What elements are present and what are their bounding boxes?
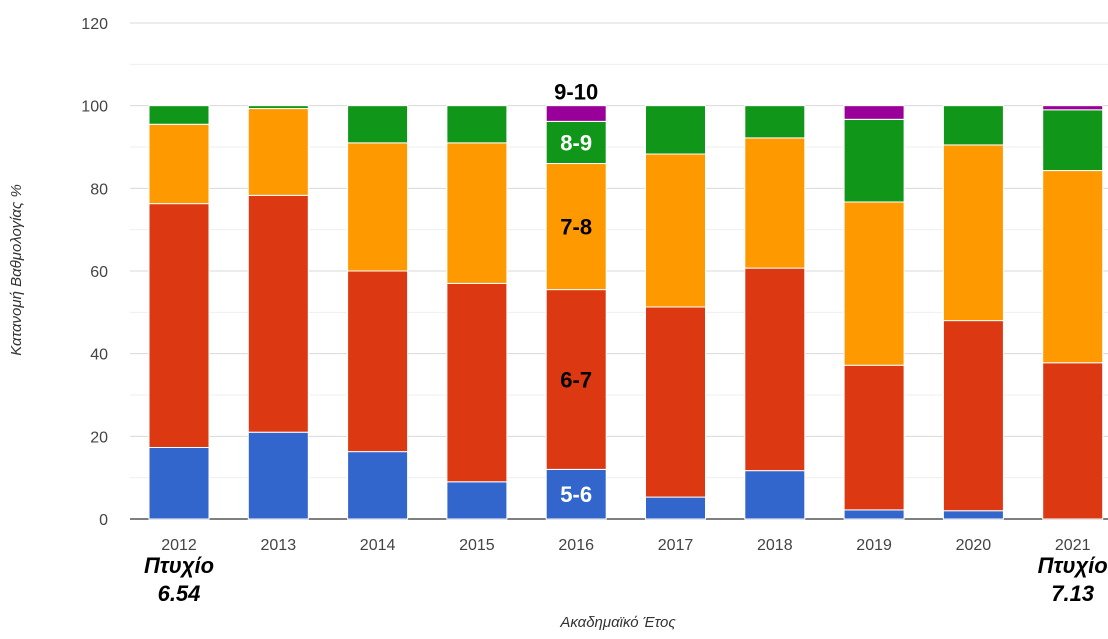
bar-segment[interactable] (744, 267, 806, 472)
bar-segment[interactable] (446, 142, 508, 284)
bar-segment[interactable] (347, 105, 409, 144)
degree-annotation-title: Πτυχίο (144, 553, 214, 578)
bar-segment[interactable] (1042, 170, 1104, 364)
x-tick-label: 2014 (360, 537, 396, 554)
bars-layer (148, 105, 1104, 520)
x-tick-label: 2018 (757, 537, 793, 554)
bar-segment[interactable] (446, 105, 508, 144)
bar-segment[interactable] (843, 509, 905, 520)
bar-segment[interactable] (843, 364, 905, 511)
y-tick-label: 0 (99, 512, 108, 529)
bar-segment[interactable] (148, 203, 210, 448)
segment-label: 9-10 (554, 80, 598, 105)
x-tick-label: 2017 (658, 537, 694, 554)
bar-segment[interactable] (545, 105, 607, 122)
bar-segment[interactable] (446, 282, 508, 483)
segment-label: 8-9 (560, 130, 592, 155)
x-tick-label: 2019 (856, 537, 892, 554)
bar-segment[interactable] (843, 118, 905, 203)
x-tick-label: 2015 (459, 537, 495, 554)
bar-segment[interactable] (942, 510, 1004, 520)
bar-segment[interactable] (744, 137, 806, 269)
degree-annotation-value: 6.54 (158, 581, 201, 606)
bar-segment[interactable] (347, 270, 409, 453)
bar-segment[interactable] (1042, 362, 1104, 520)
y-axis-title: Κατανομή Βαθμολογίας % (8, 184, 25, 356)
y-tick-label: 80 (90, 181, 108, 198)
y-tick-label: 60 (90, 264, 108, 281)
y-tick-label: 120 (81, 16, 108, 33)
bar-segment[interactable] (247, 194, 309, 433)
bar-segment[interactable] (148, 105, 210, 125)
bar-segment[interactable] (645, 153, 706, 308)
degree-annotation-title: Πτυχίο (1038, 553, 1108, 578)
y-tick-label: 20 (90, 429, 108, 446)
bar-segment[interactable] (645, 105, 706, 155)
x-axis-title: Ακαδημαϊκό Έτος (559, 614, 676, 631)
bar-segment[interactable] (942, 320, 1004, 512)
bar-segment[interactable] (446, 481, 508, 520)
bar-segment[interactable] (1042, 105, 1104, 111)
bar-segment[interactable] (942, 144, 1004, 322)
bar-segment[interactable] (645, 306, 706, 498)
segment-label: 6-7 (560, 368, 592, 393)
bar-segment[interactable] (843, 201, 905, 366)
x-tick-label: 2020 (956, 537, 992, 554)
bar-segment[interactable] (545, 468, 607, 520)
bar-segment[interactable] (347, 142, 409, 272)
segment-label: 7-8 (560, 215, 592, 240)
segment-label: 5-6 (560, 482, 592, 507)
bar-segment[interactable] (645, 496, 706, 520)
y-tick-label: 100 (81, 99, 108, 116)
bar-segment[interactable] (545, 289, 607, 470)
bar-segment[interactable] (545, 163, 607, 291)
bar-segment[interactable] (744, 105, 806, 139)
bar-segment[interactable] (744, 470, 806, 520)
bar-segment[interactable] (148, 123, 210, 205)
bar-segment[interactable] (843, 105, 905, 120)
bar-segment[interactable] (247, 105, 309, 110)
bar-segment[interactable] (247, 108, 309, 196)
labels-layer: 0 20 40 60 80 100 120 2012 2013 2014 2015 2016 2017 2… (81, 16, 1107, 606)
x-tick-label: 2013 (261, 537, 297, 554)
x-tick-label: 2012 (161, 537, 197, 554)
bar-segment[interactable] (347, 451, 409, 520)
bar-segment[interactable] (148, 446, 210, 520)
bar-segment[interactable] (247, 431, 309, 520)
bar-segment[interactable] (942, 105, 1004, 146)
x-tick-label: 2021 (1055, 537, 1091, 554)
degree-annotation-value: 7.13 (1051, 581, 1094, 606)
bar-segment[interactable] (1042, 109, 1104, 172)
y-tick-label: 40 (90, 347, 108, 364)
x-tick-label: 2016 (558, 537, 594, 554)
bar-segment[interactable] (545, 120, 607, 165)
